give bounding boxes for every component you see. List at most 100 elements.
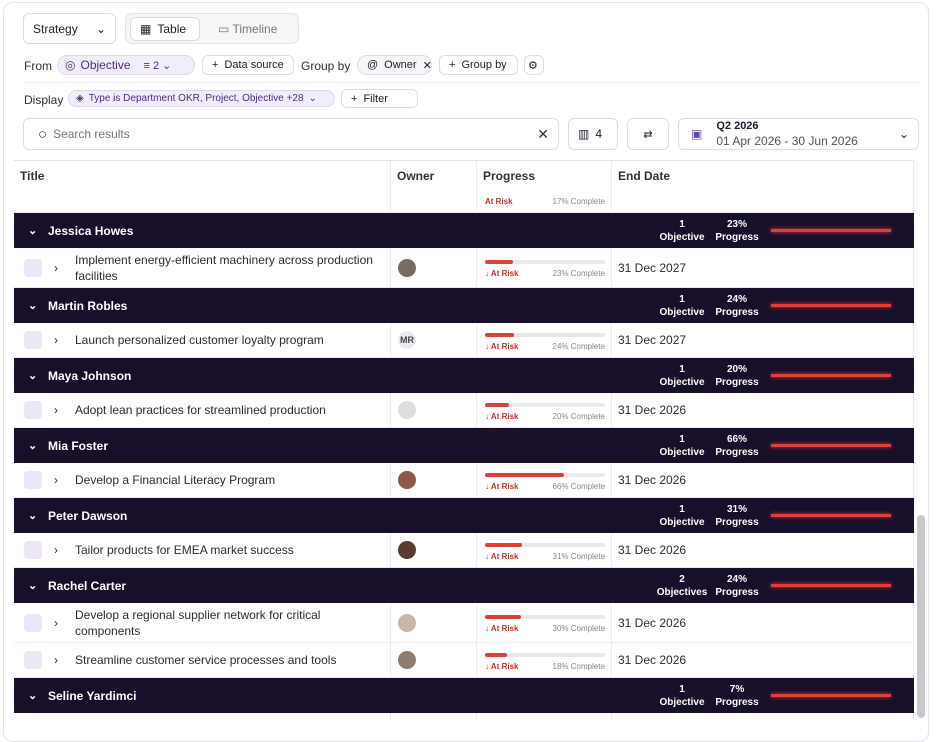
row[interactable]: › Adopt lean practices for streamlined pr… <box>14 393 914 428</box>
partial-row: At Risk 17% Complete <box>14 191 914 213</box>
progress-label: 30% Complete <box>552 624 605 633</box>
end-date: 31 Dec 2026 <box>612 463 914 497</box>
header-row: Title Owner Progress End Date <box>14 161 914 191</box>
period-range: 01 Apr 2026 - 30 Jun 2026 <box>716 134 858 148</box>
strategy-dropdown[interactable]: Strategy ⌄ <box>23 13 116 44</box>
count: 1 Objective <box>644 433 720 459</box>
avatar <box>398 258 416 277</box>
title: Adopt lean practices for streamlined pro… <box>75 403 326 417</box>
data-source-button[interactable]: + Data source <box>202 55 294 75</box>
chevron: ⌄ <box>28 225 38 237</box>
count-label: Objective <box>659 696 705 708</box>
period-picker[interactable]: ▣ Q2 2026 01 Apr 2026 - 30 Jun 2026 ⌄ <box>678 118 919 150</box>
status: ↓ At Risk <box>485 624 519 633</box>
progress-track <box>485 472 605 477</box>
progress-cell: ↓ At Risk 18% Complete <box>477 643 612 677</box>
end-date: 31 Dec 2026 <box>612 643 914 677</box>
chevron: ⌄ <box>28 370 38 382</box>
tab-label: Table <box>157 22 187 36</box>
columns-button[interactable]: ▥ 4 <box>568 118 618 150</box>
row[interactable]: › Streamline customer service processes a… <box>14 643 914 678</box>
column-header: Owner <box>391 161 477 191</box>
group-header[interactable]: ⌄ Rachel Carter 2 Objectives 24% Progress <box>14 568 914 603</box>
row[interactable]: ›Promote safety-first initiatives in ope… <box>14 713 914 720</box>
table: Title Owner Progress End Date At Risk 17% Com… <box>14 160 914 720</box>
group-by-button[interactable]: + Group by <box>439 55 518 75</box>
item-icon <box>24 471 42 489</box>
end-date: 31 Dec 2026 <box>612 533 914 567</box>
owner-cell <box>391 248 477 287</box>
group-header[interactable]: ⌄ Maya Johnson 1 Objective 20% Progress <box>14 358 914 393</box>
expand: › <box>54 333 58 347</box>
title: Develop a Financial Literacy Program <box>75 473 276 487</box>
progress-label: Progress <box>715 696 759 708</box>
timeline-tab[interactable]: ▭ Timeline <box>218 22 278 36</box>
group-header[interactable]: ⌄ Jessica Howes 1 Objective 23% Progress <box>14 213 914 248</box>
group-header[interactable]: ⌄ Seline Yardimci 1 Objective 7% Progress <box>14 678 914 713</box>
chip-label: Owner <box>384 59 417 71</box>
progress-cell: ↓ At Risk 30% Complete <box>477 603 612 642</box>
expand: › <box>54 473 58 487</box>
progress-bar <box>771 229 891 232</box>
title: Streamline customer service processes an… <box>75 653 337 667</box>
count: 1 Objective <box>644 503 720 529</box>
filter-button[interactable]: + Filter <box>341 89 418 108</box>
progress-value: 66% <box>726 433 747 445</box>
progress-track <box>485 260 605 264</box>
owner-cell <box>391 463 477 497</box>
display-filter[interactable]: ◈ Type is Department OKR, Project, Objec… <box>68 90 335 107</box>
settings-button[interactable]: ⚙ <box>524 55 544 75</box>
progress-cell: ↓ At Risk 66% Complete <box>477 463 612 497</box>
expand: › <box>54 403 58 417</box>
progress-label: 23% Complete <box>552 269 605 278</box>
group-name: Jessica Howes <box>48 223 134 238</box>
progress-value: 20% <box>726 363 747 375</box>
source-label: Objective <box>80 58 131 72</box>
count: 1 Objective <box>644 683 720 709</box>
progress-label: 66% Complete <box>552 481 605 491</box>
chevron: ⌄ <box>28 580 38 592</box>
group-by-chip[interactable]: @ Owner ✕ <box>357 55 432 75</box>
source-pill[interactable]: ◎ Objective ≡ 2 ⌄ <box>57 55 195 75</box>
search-box[interactable]: ○ Search results ✕ <box>23 118 559 150</box>
group-progress: 7% Progress <box>712 683 762 709</box>
count: 2 Objectives <box>644 573 720 599</box>
group-header[interactable]: ⌄ Mia Foster 1 Objective 66% Progress <box>14 428 914 463</box>
owner-cell: MR <box>391 323 477 357</box>
group-header[interactable]: ⌄ Peter Dawson 1 Objective 31% Progress <box>14 498 914 533</box>
group-name: Maya Johnson <box>48 368 132 383</box>
row[interactable]: › Develop a regional supplier network for… <box>14 603 914 643</box>
count: 1 Objective <box>644 293 720 319</box>
count-value: 1 <box>679 503 685 515</box>
group-progress: 24% Progress <box>712 293 762 319</box>
owner-cell <box>391 533 477 567</box>
group-header[interactable]: ⌄ Martin Robles 1 Objective 24% Progress <box>14 288 914 323</box>
row[interactable]: › Launch personalized customer loyalty pr… <box>14 323 914 358</box>
button-label: Filter <box>363 92 388 105</box>
row[interactable]: › Develop a Financial Literacy Program ↓ A… <box>14 463 914 498</box>
chevron: ⌄ <box>28 300 38 312</box>
progress-value: 31% <box>726 503 747 515</box>
progress-value: 7% <box>729 683 745 695</box>
progress-fill <box>485 472 565 477</box>
period: Q2 2026 <box>716 120 759 132</box>
title: Implement energy-efficient machinery acr… <box>75 252 373 283</box>
status: ↓ At Risk <box>485 481 519 491</box>
progress-fill <box>485 260 513 264</box>
avatar <box>398 401 416 419</box>
export-button[interactable]: ⇄ <box>627 118 669 150</box>
item-icon <box>24 613 42 632</box>
row[interactable]: › Tailor products for EMEA market success… <box>14 533 914 568</box>
row[interactable]: › Implement energy-efficient machinery ac… <box>14 248 914 288</box>
table-tab[interactable]: ▦ Table <box>130 17 200 41</box>
group-progress: 24% Progress <box>712 573 762 599</box>
count-label: Objectives <box>656 586 708 598</box>
chevron: ⌄ <box>28 510 38 522</box>
group-by-label: Group by <box>301 59 351 73</box>
item-icon <box>24 331 42 349</box>
scrollbar[interactable] <box>917 515 925 718</box>
progress-value: 24% <box>726 293 747 305</box>
title-cell: ›Promote safety-first initiatives in ope… <box>14 713 391 720</box>
title-cell: › Implement energy-efficient machinery ac… <box>14 248 391 287</box>
group-progress: 23% Progress <box>712 218 762 244</box>
